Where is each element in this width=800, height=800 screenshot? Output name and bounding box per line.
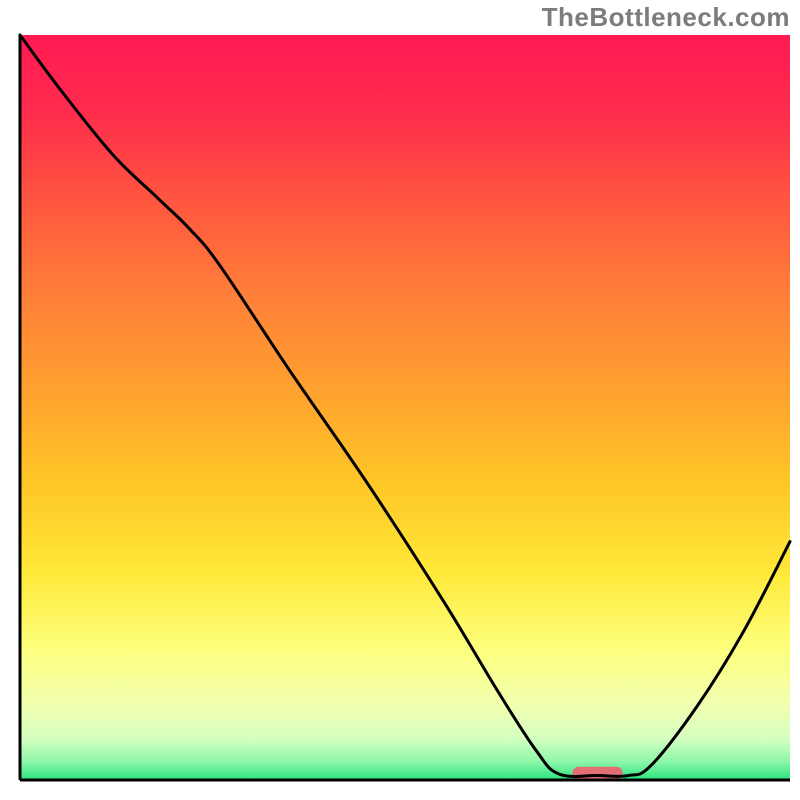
- optimal-marker: [572, 767, 622, 780]
- watermark-text: TheBottleneck.com: [542, 2, 790, 33]
- chart-container: TheBottleneck.com: [0, 0, 800, 800]
- gradient-background: [20, 35, 790, 780]
- bottleneck-chart: [0, 0, 800, 800]
